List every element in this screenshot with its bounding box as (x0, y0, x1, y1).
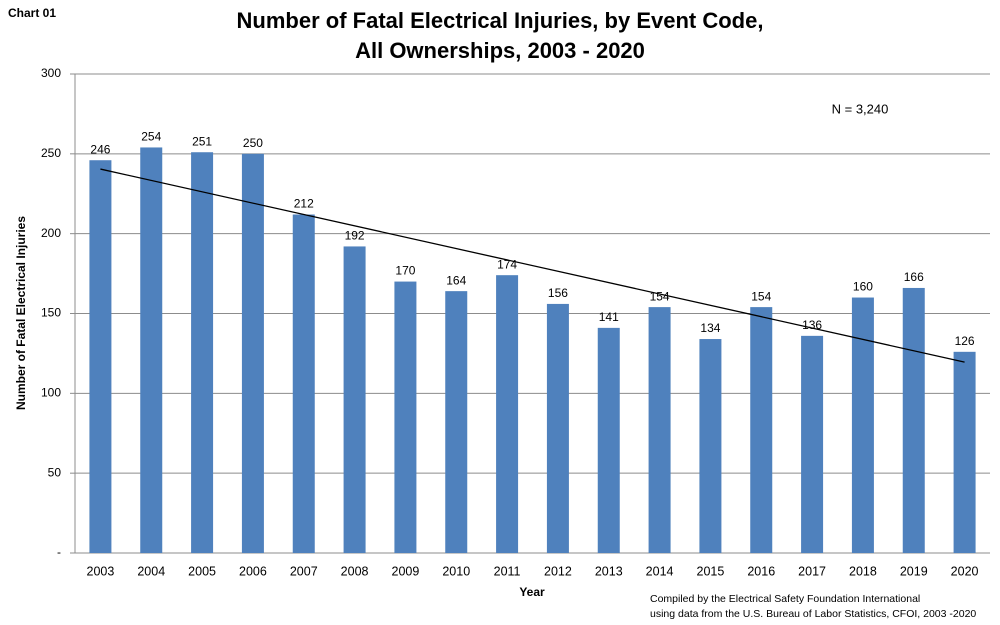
data-label: 126 (955, 334, 975, 348)
x-tick-label: 2011 (494, 564, 521, 578)
chart-title: Number of Fatal Electrical Injuries, by … (237, 8, 764, 33)
y-tick-label: 300 (41, 66, 61, 80)
x-tick-label: 2007 (290, 564, 318, 578)
x-tick-label: 2004 (137, 564, 165, 578)
x-tick-label: 2015 (697, 564, 725, 578)
bar (496, 275, 519, 553)
bar (750, 307, 773, 553)
data-label: 154 (751, 289, 771, 303)
x-tick-label: 2009 (392, 564, 420, 578)
bar (597, 327, 620, 553)
data-label: 250 (243, 136, 263, 150)
y-tick-label: 150 (41, 306, 61, 320)
y-axis-title: Number of Fatal Electrical Injuries (14, 216, 28, 410)
data-label: 212 (294, 197, 314, 211)
y-tick-label: - (57, 545, 61, 559)
y-tick-label: 200 (41, 226, 61, 240)
y-tick-label: 250 (41, 146, 61, 160)
data-label: 136 (802, 318, 822, 332)
source-note: using data from the U.S. Bureau of Labor… (650, 608, 976, 620)
data-label: 246 (90, 142, 110, 156)
chart-label: Chart 01 (8, 6, 56, 20)
bar (648, 307, 671, 553)
data-label: 141 (599, 310, 619, 324)
x-tick-label: 2003 (87, 564, 115, 578)
x-tick-label: 2019 (900, 564, 928, 578)
x-tick-label: 2012 (544, 564, 572, 578)
x-tick-label: 2013 (595, 564, 623, 578)
data-label: 154 (650, 289, 670, 303)
bar (241, 153, 264, 554)
data-label: 170 (395, 264, 415, 278)
x-tick-label: 2020 (951, 564, 979, 578)
bar (343, 246, 366, 553)
bar (902, 287, 925, 553)
chart-title: All Ownerships, 2003 - 2020 (355, 38, 645, 63)
x-tick-label: 2010 (442, 564, 470, 578)
bar (445, 291, 468, 553)
x-tick-label: 2005 (188, 564, 216, 578)
data-label: 192 (345, 229, 365, 243)
trendline (100, 168, 965, 363)
data-label: 251 (192, 134, 212, 148)
bar (89, 160, 112, 553)
bar (851, 297, 874, 553)
y-tick-label: 50 (48, 465, 62, 479)
data-label: 166 (904, 270, 924, 284)
x-tick-label: 2016 (747, 564, 775, 578)
x-axis-title: Year (519, 585, 545, 599)
y-tick-label: 100 (41, 386, 61, 400)
x-tick-label: 2008 (341, 564, 369, 578)
data-label: 160 (853, 280, 873, 294)
data-label: 164 (446, 273, 466, 287)
data-label: 254 (141, 130, 161, 144)
bar (140, 147, 163, 554)
data-label: 134 (700, 321, 720, 335)
x-tick-label: 2018 (849, 564, 877, 578)
x-tick-label: 2017 (798, 564, 826, 578)
bar (801, 335, 824, 553)
annotation: N = 3,240 (832, 101, 889, 116)
bar (394, 281, 417, 553)
bar (953, 351, 976, 553)
bar (292, 214, 315, 554)
x-tick-label: 2014 (646, 564, 674, 578)
bar (546, 303, 569, 553)
bar (699, 339, 722, 553)
data-label: 156 (548, 286, 568, 300)
bar (191, 152, 214, 553)
source-note: Compiled by the Electrical Safety Founda… (650, 593, 920, 605)
x-tick-label: 2006 (239, 564, 267, 578)
